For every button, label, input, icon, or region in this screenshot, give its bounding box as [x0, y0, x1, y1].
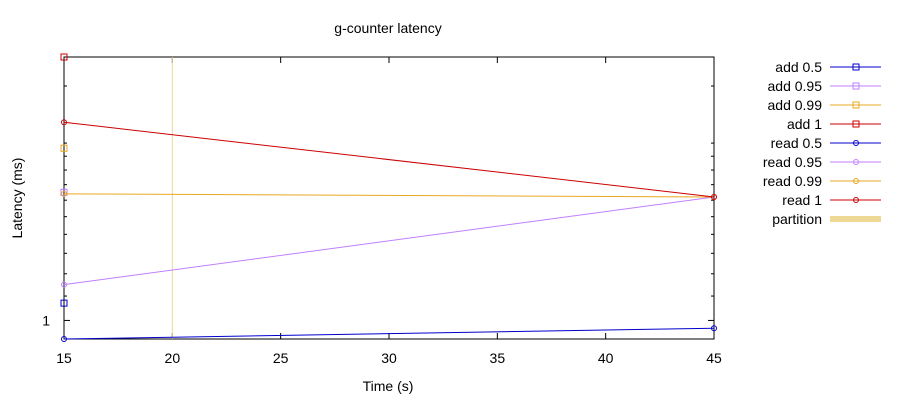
legend-marker: [853, 197, 859, 203]
x-tick-label: 25: [273, 350, 289, 366]
x-tick-label: 40: [598, 350, 614, 366]
data-point-7: [61, 119, 67, 126]
y-axis-label: Latency (ms): [9, 158, 25, 239]
series-line-7: [63, 121, 715, 198]
legend-label: read 0.5: [771, 135, 823, 151]
series-line-5: [63, 196, 715, 286]
legend-marker: [852, 63, 860, 71]
legend-marker: [853, 140, 859, 146]
data-point-5: [61, 281, 67, 288]
x-axis-label: Time (s): [363, 378, 414, 394]
x-tick-label: 20: [165, 350, 181, 366]
series-line-6: [63, 193, 715, 198]
data-point-4: [711, 325, 717, 332]
x-tick-label: 35: [490, 350, 506, 366]
legend-label: add 0.5: [775, 59, 822, 75]
legend-marker: [852, 120, 860, 128]
data-point-4: [61, 336, 67, 342]
data-point-6: [61, 190, 67, 197]
legend-label: add 0.99: [768, 97, 823, 113]
legend-marker: [853, 159, 859, 165]
plot-frame: [63, 56, 715, 340]
data-point-0: [60, 299, 68, 307]
data-point-7: [711, 194, 717, 201]
legend-label: read 1: [782, 192, 822, 208]
legend-label: add 0.95: [768, 78, 823, 94]
chart-title: g-counter latency: [334, 20, 441, 36]
legend-label: read 0.95: [763, 154, 822, 170]
y-tick-label: 1: [42, 312, 50, 328]
legend-marker: [853, 178, 859, 184]
legend-marker: [852, 101, 860, 109]
legend-label: read 0.99: [763, 173, 822, 189]
x-tick-label: 15: [56, 350, 72, 366]
legend-label: partition: [772, 211, 822, 227]
legend-label: add 1: [787, 116, 822, 132]
data-point-3: [60, 53, 68, 61]
x-tick-label: 45: [706, 350, 722, 366]
x-tick-label: 30: [381, 350, 397, 366]
legend: add 0.5 add 0.95 add 0.99 add 1 read 0.5 read…: [763, 59, 881, 227]
series-line-4: [63, 327, 715, 340]
data-point-1: [60, 188, 68, 196]
legend-marker: [852, 82, 860, 90]
plot-area: 15 20 25 30 35 40 45 1: [42, 53, 722, 366]
data-point-2: [60, 144, 68, 152]
